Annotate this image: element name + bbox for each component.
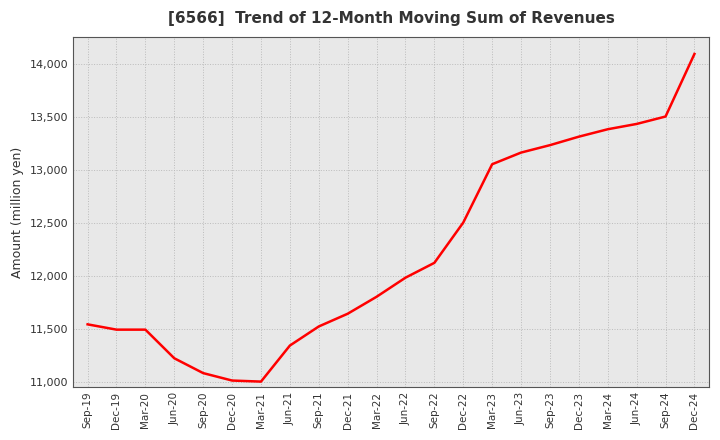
Title: [6566]  Trend of 12-Month Moving Sum of Revenues: [6566] Trend of 12-Month Moving Sum of R… bbox=[168, 11, 614, 26]
Y-axis label: Amount (million yen): Amount (million yen) bbox=[11, 147, 24, 278]
